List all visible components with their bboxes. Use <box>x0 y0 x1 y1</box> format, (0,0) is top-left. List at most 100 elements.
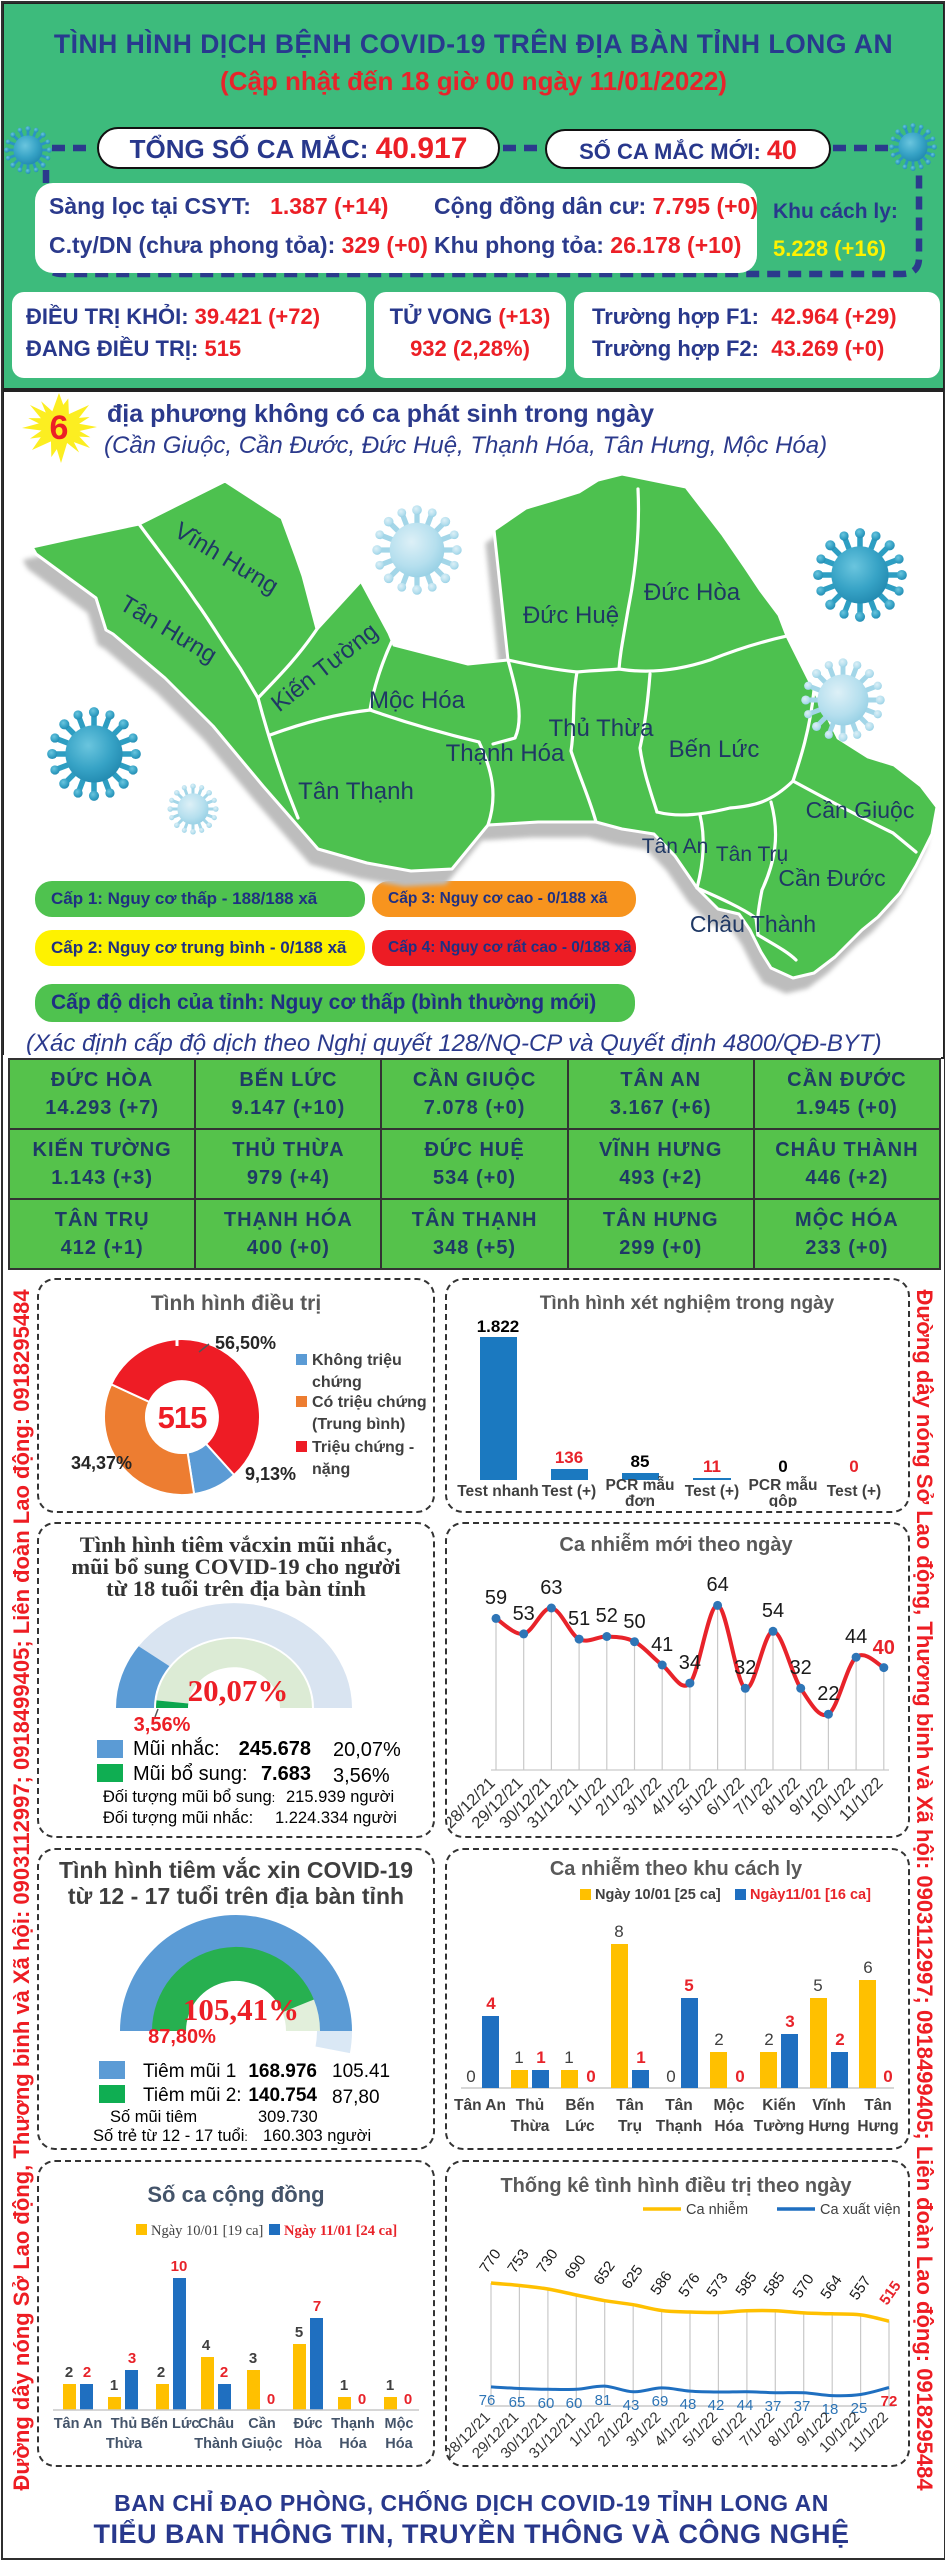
svg-text:41: 41 <box>651 1634 673 1656</box>
svg-text:2: 2 <box>65 2364 73 2381</box>
svg-text:Ngày 10/01 [25 ca]: Ngày 10/01 [25 ca] <box>595 1887 721 1903</box>
svg-text:1: 1 <box>514 2048 523 2067</box>
svg-text:0: 0 <box>883 2067 892 2086</box>
svg-text:52: 52 <box>596 1605 618 1627</box>
svg-text:69: 69 <box>652 2393 669 2410</box>
svg-text:Hưng: Hưng <box>857 2118 898 2135</box>
svg-text:từ 18 tuổi trên địa bàn tỉnh: từ 18 tuổi trên địa bàn tỉnh <box>106 1576 366 1601</box>
svg-text:Tường: Tường <box>754 2118 805 2135</box>
svg-text:136: 136 <box>555 1448 583 1467</box>
svg-text:Tình hình tiêm vắcxin mũi nhắc: Tình hình tiêm vắcxin mũi nhắc, <box>80 1532 393 1557</box>
svg-text:Lức: Lức <box>565 2118 595 2135</box>
svg-text:59: 59 <box>485 1587 507 1609</box>
svg-text:2: 2 <box>220 2364 228 2381</box>
svg-text:25: 25 <box>851 2400 868 2417</box>
svg-text:48: 48 <box>680 2396 697 2413</box>
svg-text:105.41: 105.41 <box>332 2061 390 2082</box>
svg-text:Triệu chứng -: Triệu chứng - <box>312 1439 414 1456</box>
svg-text:1: 1 <box>564 2048 573 2067</box>
svg-text:chứng: chứng <box>312 1374 362 1391</box>
svg-text:Ca nhiễm theo khu cách ly: Ca nhiễm theo khu cách ly <box>550 1856 803 1880</box>
svg-text:2: 2 <box>714 2030 723 2049</box>
svg-text:7.683: 7.683 <box>261 1763 311 1785</box>
svg-text:5: 5 <box>813 1976 822 1995</box>
svg-text:585: 585 <box>732 2269 760 2299</box>
svg-text:Đối tượng mũi bổ sung: 215.939: Đối tượng mũi bổ sung: 215.939 người <box>103 1788 394 1806</box>
svg-text:nặng: nặng <box>312 1461 350 1478</box>
svg-text:20,07%: 20,07% <box>188 1673 289 1708</box>
svg-text:11: 11 <box>703 1457 721 1476</box>
svg-text:gộp: gộp <box>769 1493 797 1507</box>
svg-text:32: 32 <box>790 1657 812 1679</box>
svg-text:Tân An: Tân An <box>54 2416 103 2432</box>
svg-text:Kiến: Kiến <box>762 2097 796 2114</box>
svg-text:81: 81 <box>595 2392 612 2409</box>
svg-text:72: 72 <box>881 2393 898 2410</box>
svg-text:Bến: Bến <box>565 2097 594 2114</box>
svg-text:Test (+): Test (+) <box>685 1483 739 1500</box>
svg-text:Thừa: Thừa <box>106 2436 143 2452</box>
svg-text:Ngày11/01 [16 ca]: Ngày11/01 [16 ca] <box>750 1887 871 1903</box>
svg-text:Có triệu chứng: Có triệu chứng <box>312 1394 427 1411</box>
svg-text:34,37%: 34,37% <box>71 1453 132 1473</box>
svg-text:40: 40 <box>873 1637 895 1659</box>
svg-text:6: 6 <box>50 409 69 447</box>
svg-text:(Trung bình): (Trung bình) <box>312 1416 405 1433</box>
svg-text:564: 564 <box>817 2272 845 2302</box>
svg-text:Vĩnh: Vĩnh <box>812 2097 846 2114</box>
svg-text:Đức: Đức <box>293 2416 322 2432</box>
svg-text:Thống kê tình hình điều trị th: Thống kê tình hình điều trị theo ngày <box>500 2175 852 2197</box>
svg-text:22: 22 <box>817 1683 839 1705</box>
svg-text:37: 37 <box>765 2398 782 2415</box>
svg-text:Thủ: Thủ <box>111 2416 138 2432</box>
svg-text:Châu Thành: Châu Thành <box>690 911 816 937</box>
svg-text:mũi bổ sung COVID-19 cho người: mũi bổ sung COVID-19 cho người <box>71 1554 400 1579</box>
svg-text:Đối tượng mũi nhắc: 1.224.334: Đối tượng mũi nhắc: 1.224.334 người <box>103 1808 397 1827</box>
svg-text:Tân: Tân <box>665 2097 693 2114</box>
svg-text:1: 1 <box>636 2048 645 2067</box>
svg-text:54: 54 <box>762 1600 784 1622</box>
svg-text:7: 7 <box>313 2298 321 2315</box>
svg-text:Tân Thạnh: Tân Thạnh <box>298 778 414 805</box>
svg-text:2: 2 <box>835 2030 844 2049</box>
svg-text:586: 586 <box>647 2268 675 2298</box>
svg-text:3,56%: 3,56% <box>134 1714 191 1736</box>
svg-text:3: 3 <box>128 2350 136 2367</box>
svg-text:Test nhanh: Test nhanh <box>457 1483 539 1500</box>
svg-text:Ca nhiễm: Ca nhiễm <box>686 2201 748 2218</box>
svg-text:Châu: Châu <box>198 2416 234 2432</box>
svg-text:Cần: Cần <box>248 2416 275 2432</box>
svg-text:Test (+): Test (+) <box>542 1483 596 1500</box>
svg-text:Mộc: Mộc <box>714 2097 745 2114</box>
svg-text:Ngày 10/01 [19 ca]: Ngày 10/01 [19 ca] <box>151 2223 263 2239</box>
svg-text:9,13%: 9,13% <box>245 1464 296 1484</box>
svg-text:Mộc: Mộc <box>385 2416 414 2432</box>
svg-text:1: 1 <box>536 2048 545 2067</box>
svg-text:Số mũi tiêm 309.730: Số mũi tiêm 309.730 <box>110 2108 318 2126</box>
svg-text:10: 10 <box>171 2258 188 2275</box>
svg-text:76: 76 <box>479 2392 496 2409</box>
svg-text:56,50%: 56,50% <box>215 1333 276 1353</box>
svg-text:5: 5 <box>684 1976 693 1995</box>
svg-text:Số ca cộng đồng: Số ca cộng đồng <box>147 2182 324 2207</box>
svg-text:2: 2 <box>157 2364 165 2381</box>
svg-text:51: 51 <box>568 1608 590 1630</box>
svg-text:6: 6 <box>863 1958 872 1977</box>
svg-text:37: 37 <box>794 2398 811 2415</box>
svg-text:87,80%: 87,80% <box>148 2026 216 2048</box>
svg-text:53: 53 <box>513 1603 535 1625</box>
svg-text:Thừa: Thừa <box>511 2118 550 2135</box>
svg-text:18: 18 <box>822 2401 839 2418</box>
svg-text:Ngày 11/01 [24 ca]: Ngày 11/01 [24 ca] <box>284 2223 397 2239</box>
svg-text:Tân: Tân <box>616 2097 644 2114</box>
svg-text:Cần Giuộc: Cần Giuộc <box>806 797 915 823</box>
svg-text:đơn: đơn <box>625 1493 655 1507</box>
svg-text:20,07%: 20,07% <box>333 1739 401 1761</box>
svg-text:557: 557 <box>846 2273 874 2303</box>
svg-text:0: 0 <box>586 2067 595 2086</box>
svg-text:Cần Đước: Cần Đước <box>778 865 885 891</box>
svg-text:Bến Lức: Bến Lức <box>669 736 760 763</box>
svg-text:Tiêm mũi 1: Tiêm mũi 1 <box>143 2061 236 2082</box>
svg-text:Mũi nhắc:: Mũi nhắc: <box>133 1737 220 1760</box>
svg-text:576: 576 <box>675 2270 703 2300</box>
